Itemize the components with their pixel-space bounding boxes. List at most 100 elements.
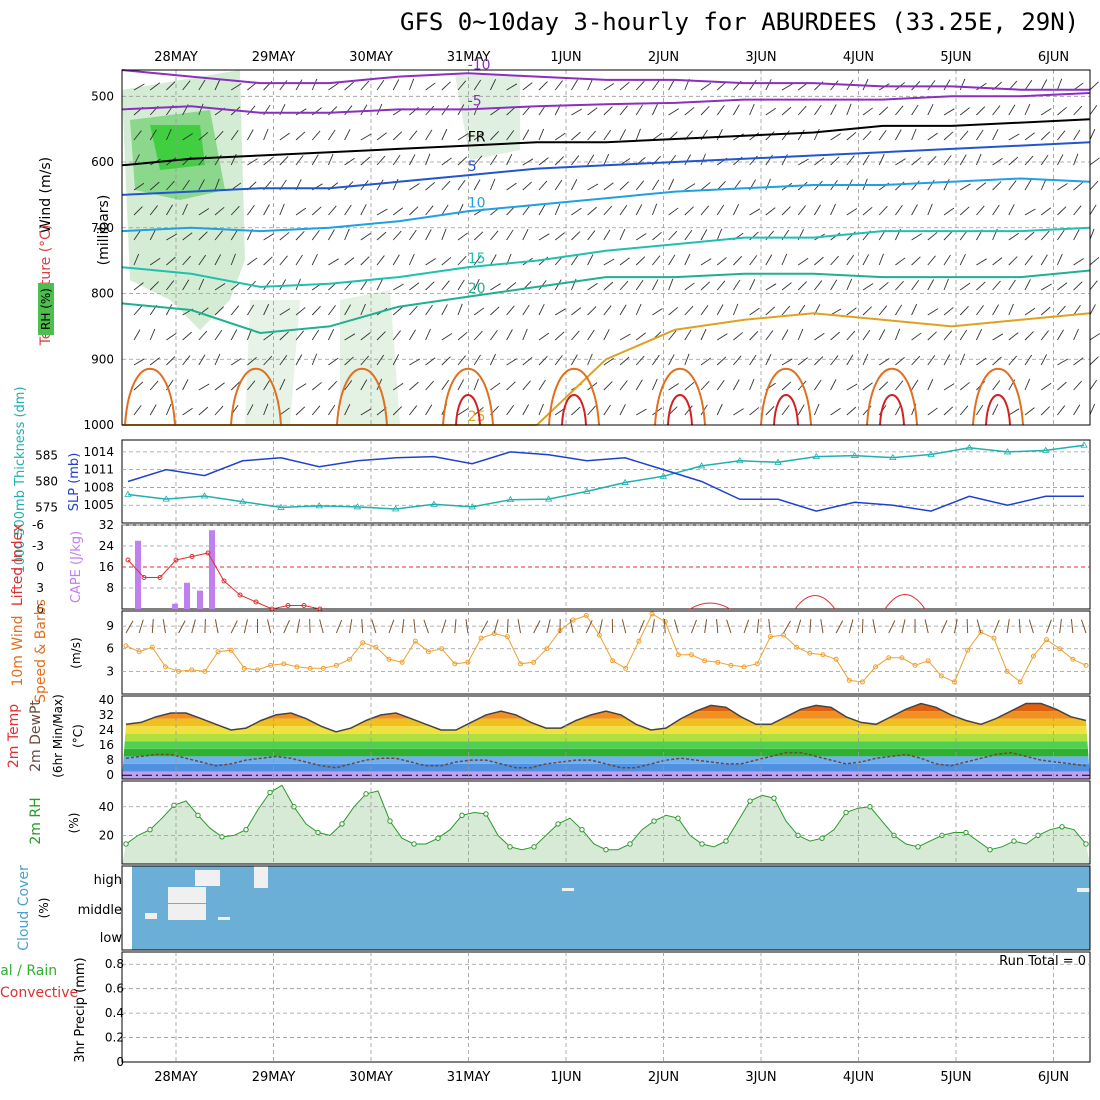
- li-marker: [221, 578, 227, 584]
- wind-barb: [360, 232, 372, 241]
- wind-barb: [927, 331, 937, 341]
- wind-barb: [457, 133, 469, 141]
- wind-barb: [1024, 79, 1033, 91]
- wind-barb: [554, 308, 566, 316]
- wind-barb: [862, 130, 872, 141]
- wind-barb: [668, 155, 677, 166]
- wind10m-barb: [138, 619, 144, 634]
- wind10m-barb: [796, 619, 802, 634]
- slp-tick-label: 1011: [83, 463, 114, 477]
- wind-barb: [538, 332, 550, 341]
- wind-barb: [198, 231, 208, 241]
- wind-barb: [295, 307, 306, 316]
- wind-barb: [619, 129, 627, 141]
- wind-barb: [214, 283, 226, 291]
- wind-barb: [651, 103, 658, 116]
- wind10m-speed-marker: [610, 658, 616, 664]
- wind-barb: [392, 178, 399, 191]
- wind-barb: [473, 330, 483, 341]
- wind10m-speed-marker: [649, 611, 655, 617]
- precip-tick-label: 0.4: [105, 1006, 124, 1020]
- wind-barb: [538, 81, 548, 91]
- wind-barb: [522, 404, 530, 416]
- wind-barb: [506, 405, 515, 416]
- wind10m-speed-marker: [1017, 679, 1023, 685]
- wind-barb: [490, 254, 497, 266]
- wind-barb: [409, 358, 421, 366]
- temperature-contour: [121, 92, 1091, 114]
- wind10m-speed-marker: [425, 649, 431, 655]
- thickness-marker: [124, 490, 132, 497]
- wind-barb: [570, 179, 578, 191]
- wind-barb: [263, 157, 274, 166]
- wind-barb: [198, 330, 208, 341]
- wind-barb: [473, 307, 485, 316]
- wind-barb: [425, 304, 433, 316]
- wind-barb: [425, 258, 436, 266]
- wind-barb: [1040, 178, 1047, 191]
- wind-barb: [862, 78, 869, 91]
- wind-barb: [182, 80, 191, 91]
- wind10m-barb: [924, 619, 929, 634]
- wind-barb: [830, 104, 837, 116]
- wind-barb: [749, 208, 761, 216]
- li-marker: [253, 599, 259, 605]
- wind-barb: [376, 354, 385, 366]
- wind10m-speed-marker: [833, 656, 839, 662]
- wind10m-barb: [454, 619, 457, 634]
- temp2m-tick-label: 16: [99, 738, 114, 752]
- wind-barb: [635, 128, 641, 141]
- wind10m-barb: [621, 619, 627, 634]
- wind-barb: [133, 206, 143, 216]
- wind-barb: [522, 129, 530, 141]
- wind10m-speed-marker: [886, 655, 892, 661]
- wind-barb: [408, 78, 415, 91]
- wind-barb: [862, 254, 870, 266]
- thickness-marker: [965, 444, 973, 451]
- wind-barb: [571, 79, 578, 91]
- wind10m-speed-marker: [386, 656, 392, 662]
- wind-barb: [473, 354, 481, 366]
- wind10m-barb: [506, 618, 509, 634]
- wind-barb: [830, 379, 837, 391]
- level-tick-label: 500: [91, 89, 114, 103]
- wind10m-barb: [809, 618, 812, 634]
- wind-barb: [1040, 330, 1049, 341]
- wind10m-speed-marker: [925, 658, 931, 664]
- wind10m-barb: [585, 620, 593, 634]
- wind-barb: [571, 231, 581, 241]
- precip-tick-label: 0.2: [105, 1031, 124, 1045]
- wind-barb: [814, 332, 825, 341]
- wind-barb: [911, 157, 922, 166]
- wind-barb: [895, 105, 904, 116]
- wind-barb: [797, 304, 806, 316]
- wind-barb: [1040, 406, 1051, 416]
- wind-barb: [603, 153, 610, 166]
- rh2m-marker: [147, 826, 153, 833]
- wind-barb: [230, 130, 239, 141]
- wind-barb: [311, 206, 322, 216]
- rh2m-marker: [243, 826, 249, 833]
- wind-barb: [1089, 333, 1100, 341]
- wind-barb: [846, 278, 853, 291]
- li-label: Lifted Index: [10, 524, 26, 606]
- wind-barb: [166, 356, 176, 366]
- wind-barb: [619, 404, 626, 416]
- wind-barb: [166, 233, 178, 241]
- wind-barb: [749, 255, 758, 266]
- wind-barb: [927, 308, 939, 316]
- wind-barb: [408, 253, 415, 266]
- cape-bar: [209, 530, 215, 609]
- cloud-patch: [145, 913, 157, 919]
- wind-barb: [765, 283, 777, 291]
- wind-barb: [652, 279, 659, 291]
- wind10m-barb: [125, 620, 134, 634]
- wind-barb: [425, 181, 436, 191]
- cape-tick-label: 32: [99, 518, 114, 532]
- wind-barb: [1089, 157, 1100, 166]
- wind-barb: [1089, 356, 1099, 366]
- wind-barb: [1057, 106, 1067, 116]
- wind10m-speed-marker: [1004, 668, 1010, 674]
- rh-legend-swatch: [38, 283, 54, 335]
- wind-barb: [1008, 408, 1020, 416]
